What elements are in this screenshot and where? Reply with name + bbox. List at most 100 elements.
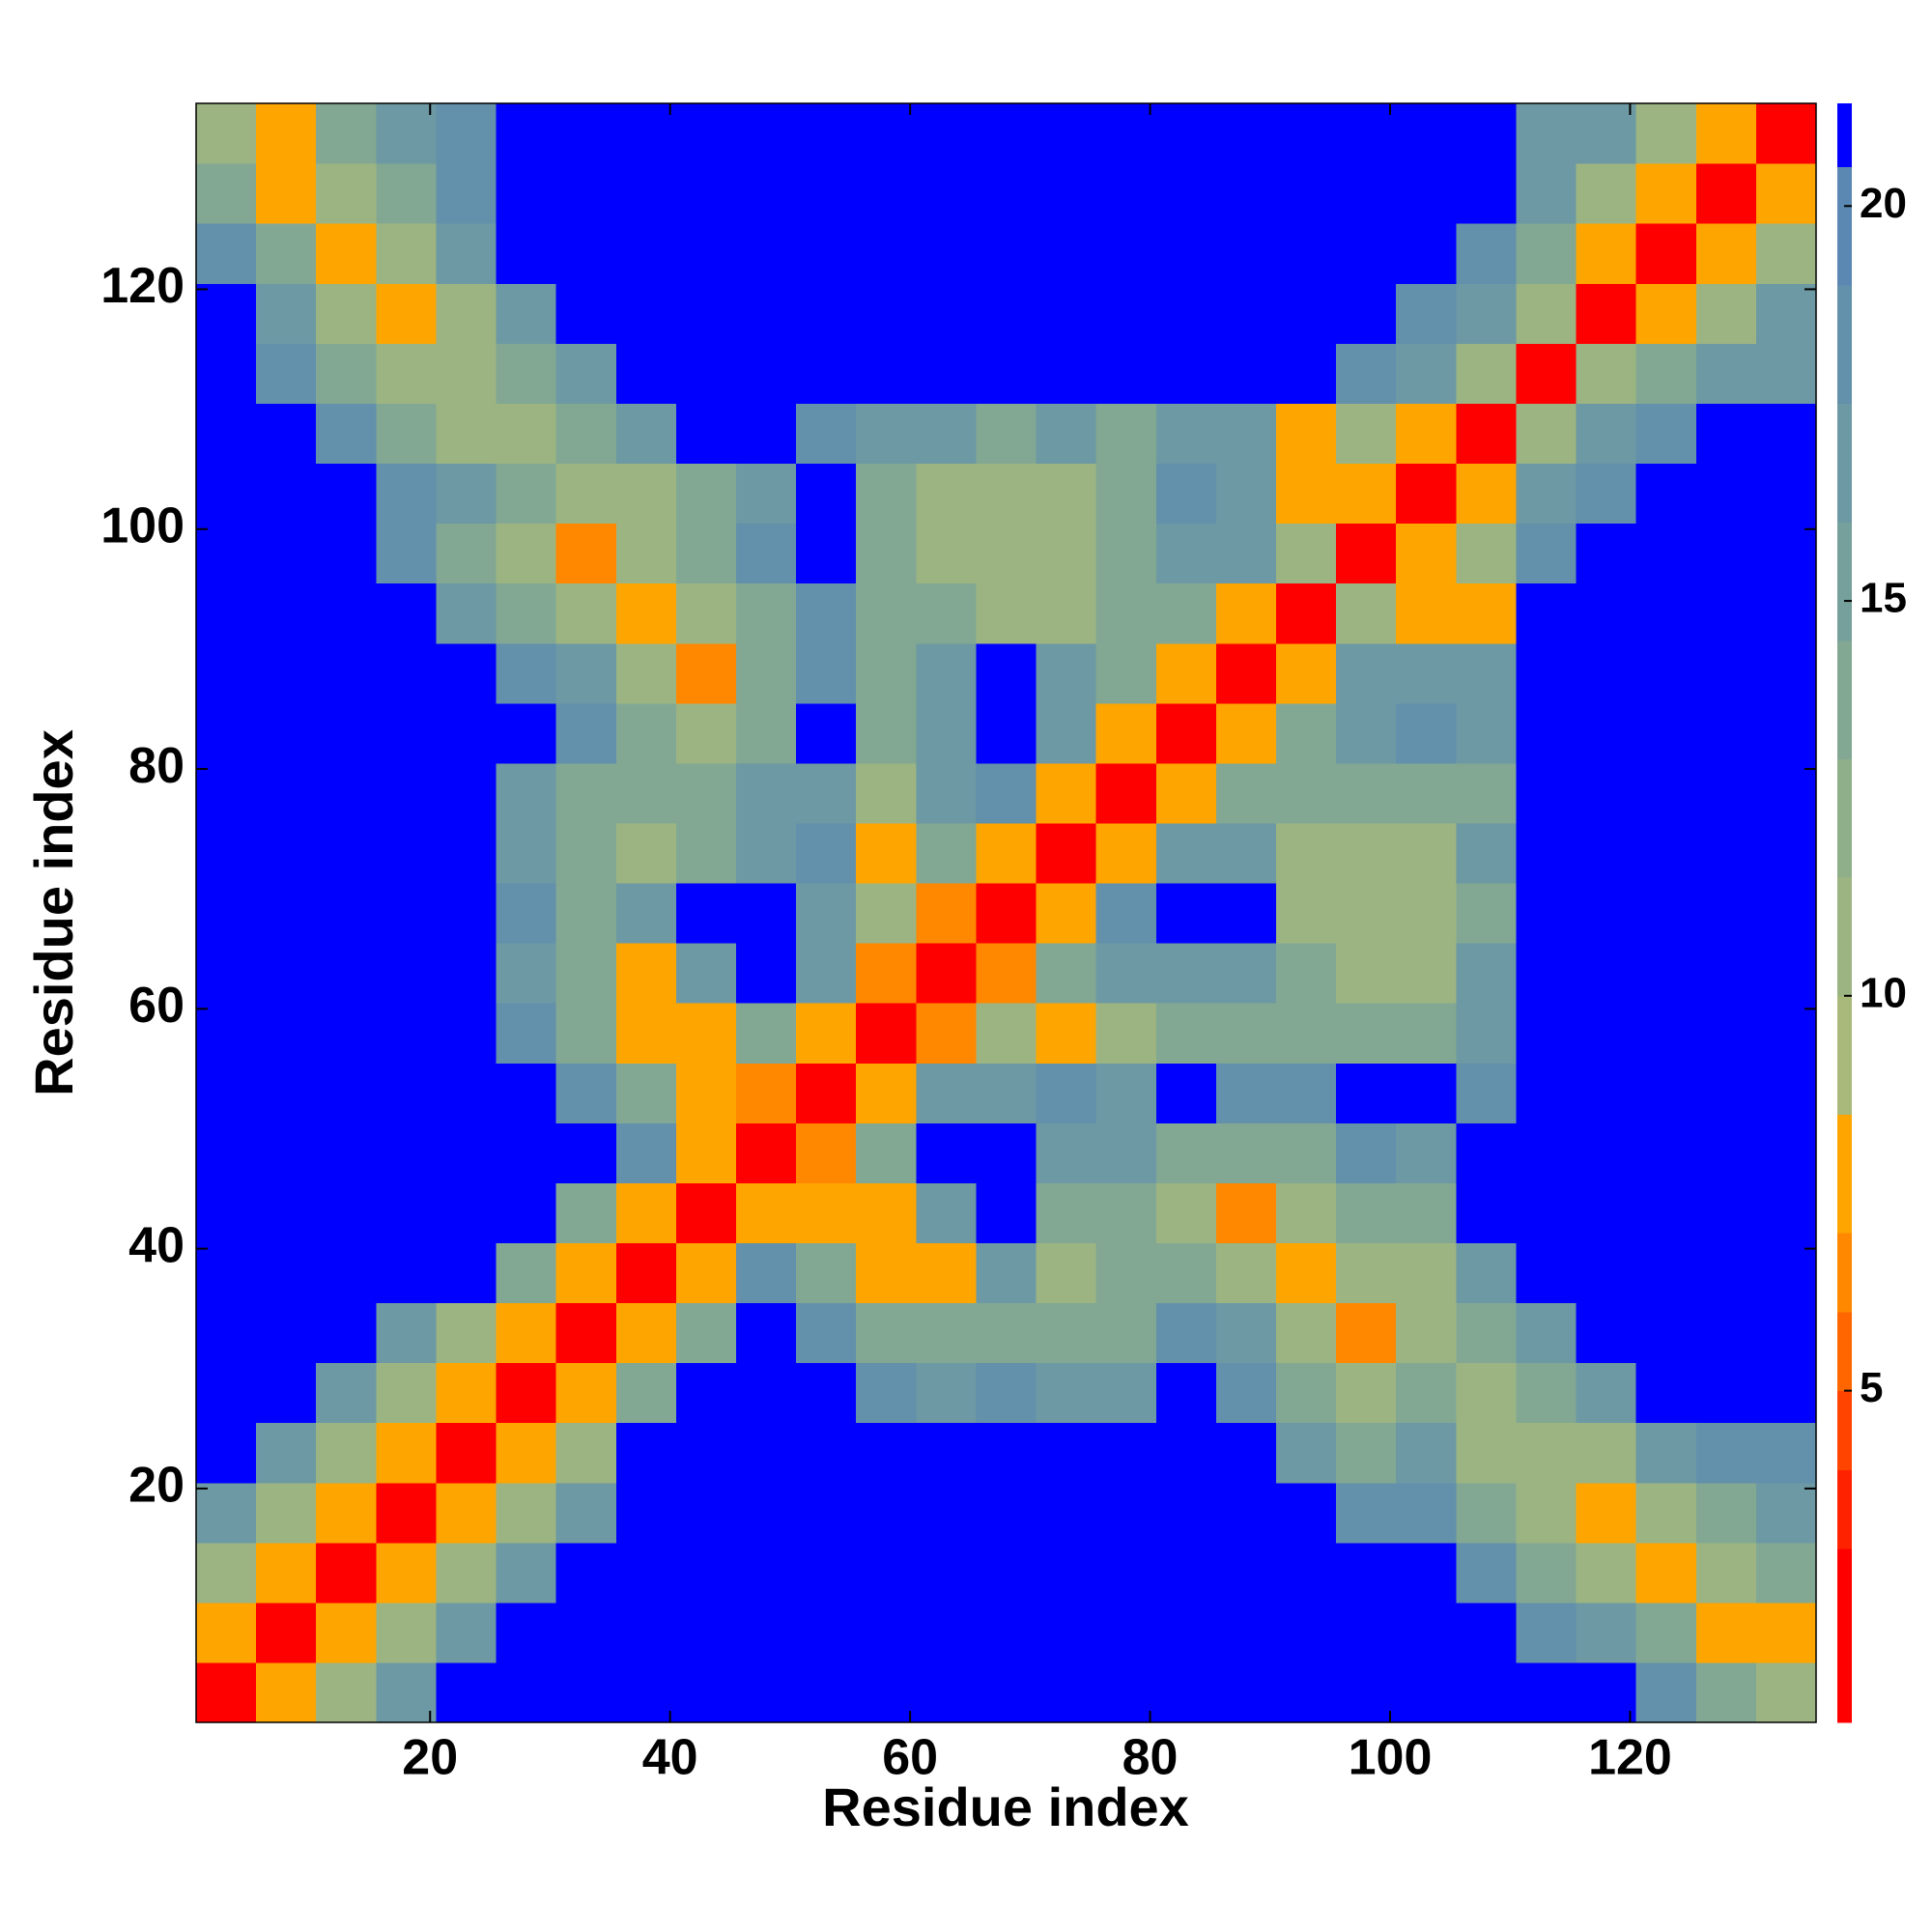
heatmap-cell <box>1336 1362 1397 1424</box>
heatmap-cell <box>1755 642 1817 704</box>
heatmap-cell <box>1215 822 1277 884</box>
heatmap-cell <box>1276 943 1337 1004</box>
heatmap-cell <box>856 343 917 404</box>
heatmap-cell <box>1456 1122 1518 1183</box>
heatmap-cell <box>1336 163 1397 224</box>
heatmap-cell <box>436 1003 497 1064</box>
heatmap-cell <box>1576 1482 1637 1544</box>
heatmap-cell <box>316 1063 377 1123</box>
heatmap-cell <box>796 1302 857 1364</box>
heatmap-cell <box>1576 1602 1637 1663</box>
heatmap-cell <box>1755 523 1817 584</box>
colorbar-segment <box>1837 758 1852 878</box>
heatmap-cell <box>316 1602 377 1663</box>
heatmap-cell <box>555 463 617 525</box>
heatmap-cell <box>1576 1003 1637 1064</box>
heatmap-cell <box>1695 1122 1757 1183</box>
heatmap-cell <box>1635 1242 1697 1304</box>
heatmap-cell <box>1095 523 1157 584</box>
heatmap-cell <box>316 403 377 465</box>
heatmap-cell <box>675 1182 737 1244</box>
heatmap-cell <box>1516 582 1577 644</box>
heatmap-cell <box>1036 1242 1097 1304</box>
colorbar-segment <box>1837 877 1852 997</box>
heatmap-cell <box>1336 1003 1397 1064</box>
heatmap-cell <box>1576 343 1637 404</box>
heatmap-cell <box>376 642 438 704</box>
heatmap-cell <box>1215 343 1277 404</box>
heatmap-cell <box>916 1662 978 1723</box>
heatmap-cell <box>1396 582 1457 644</box>
heatmap-cell <box>856 1542 917 1604</box>
heatmap-cell <box>376 582 438 644</box>
heatmap-cell <box>1635 762 1697 824</box>
heatmap-cell <box>1456 163 1518 224</box>
heatmap-cell <box>1396 223 1457 284</box>
heatmap-cell <box>736 103 797 164</box>
heatmap-cell <box>436 1662 497 1723</box>
heatmap-cell <box>496 283 557 344</box>
heatmap-cell <box>1036 343 1097 404</box>
heatmap-cell <box>436 1602 497 1663</box>
heatmap-cell <box>496 1422 557 1484</box>
heatmap-cell <box>1695 223 1757 284</box>
heatmap-cell <box>1755 1542 1817 1604</box>
heatmap-cell <box>496 882 557 944</box>
heatmap-cell <box>675 343 737 404</box>
heatmap-cell <box>1635 1542 1697 1604</box>
heatmap-cell <box>256 1482 317 1544</box>
y-tick-label: 100 <box>100 497 185 554</box>
heatmap-cell <box>376 403 438 465</box>
heatmap-cell <box>1336 582 1397 644</box>
heatmap-cell <box>916 1602 978 1663</box>
heatmap-cell <box>1755 283 1817 344</box>
heatmap-cell <box>256 1302 317 1364</box>
heatmap-cell <box>615 1422 677 1484</box>
colorbar-segment <box>1837 403 1852 523</box>
heatmap-cell <box>1396 1122 1457 1183</box>
heatmap-cell <box>376 1063 438 1123</box>
heatmap-cell <box>496 943 557 1004</box>
heatmap-cell <box>1396 1602 1457 1663</box>
heatmap-cell <box>976 1542 1037 1604</box>
heatmap-cell <box>1336 702 1397 764</box>
heatmap-cell <box>1336 1182 1397 1244</box>
heatmap-cell <box>256 1602 317 1663</box>
heatmap-cell <box>1215 1122 1277 1183</box>
heatmap-cell <box>1155 1182 1217 1244</box>
heatmap-cell <box>196 1662 257 1723</box>
heatmap-cell <box>856 1662 917 1723</box>
colorbar: 5 10 15 20 <box>1837 103 1907 1723</box>
heatmap-cell <box>796 1122 857 1183</box>
heatmap-cell <box>1336 1602 1397 1663</box>
heatmap-cell <box>1215 403 1277 465</box>
heatmap-cell <box>1336 882 1397 944</box>
heatmap-cell <box>916 702 978 764</box>
heatmap-cell <box>1336 1302 1397 1364</box>
heatmap-cell <box>196 1063 257 1123</box>
heatmap-cell <box>736 1602 797 1663</box>
heatmap-cell <box>1755 582 1817 644</box>
heatmap-cell <box>316 283 377 344</box>
heatmap-cell <box>1456 943 1518 1004</box>
heatmap-cell <box>256 1662 317 1723</box>
heatmap-cell <box>1695 642 1757 704</box>
heatmap-cell <box>1516 1063 1577 1123</box>
heatmap-cell <box>256 103 317 164</box>
heatmap-cell <box>376 523 438 584</box>
heatmap-cell <box>1276 1482 1337 1544</box>
heatmap-cell <box>1215 283 1277 344</box>
x-tick-label: 120 <box>1588 1730 1672 1786</box>
heatmap-cell <box>1755 1482 1817 1544</box>
heatmap-cell <box>916 463 978 525</box>
heatmap-cell <box>736 582 797 644</box>
heatmap-cell <box>1695 283 1757 344</box>
heatmap-cell <box>1095 1602 1157 1663</box>
heatmap-cell <box>856 103 917 164</box>
heatmap-cell <box>555 943 617 1004</box>
heatmap-cell <box>1215 1602 1277 1663</box>
heatmap-cell <box>376 1602 438 1663</box>
heatmap-cell <box>1456 1003 1518 1064</box>
heatmap-cell <box>615 1182 677 1244</box>
heatmap-cell <box>1155 523 1217 584</box>
